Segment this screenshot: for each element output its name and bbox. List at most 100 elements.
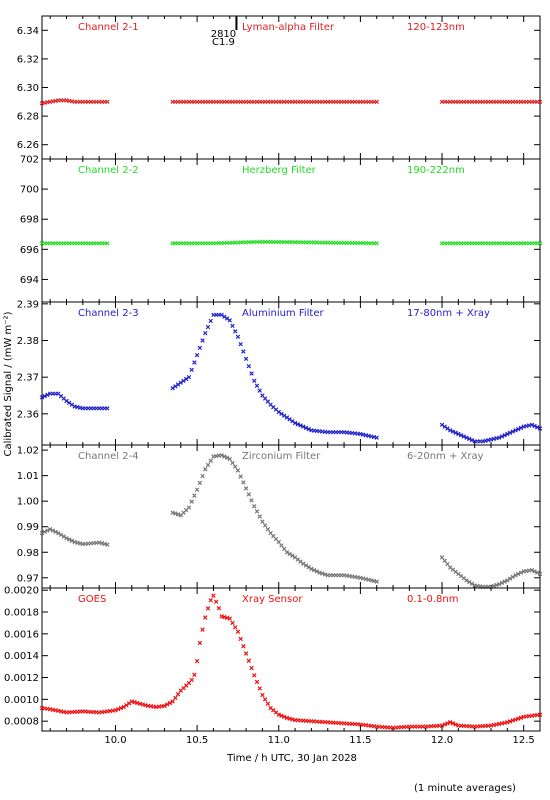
data-point [124,702,129,708]
data-point [279,543,284,548]
data-point [287,417,292,422]
data-point [516,571,521,577]
data-series [39,593,543,730]
x-axis-title: Time / h UTC, 30 Jan 2028 [226,753,357,764]
data-point [445,426,450,431]
data-point [445,721,450,726]
panel-1: 6.26 6.28 6.30 6.32 6.34 Channel 2-1 Lyman-alp… [17,15,543,160]
data-point [162,703,167,709]
data-point [105,406,110,411]
x-tick-label: 12.0 [431,735,453,746]
channel-name: GOES [78,594,106,605]
data-series [39,391,110,411]
data-point [235,468,241,473]
data-point [453,722,458,727]
data-point [442,558,447,563]
data-point [224,455,230,460]
y-tick-label: 1.02 [17,446,39,457]
data-point [189,677,194,683]
panel-frame [41,301,541,446]
data-point [200,338,205,343]
filter-name: Zirconium Filter [242,451,321,462]
data-point [50,528,56,533]
data-point [224,316,230,321]
data-point [445,561,450,567]
data-point [200,473,205,479]
data-point [186,374,192,380]
data-point [238,341,243,347]
data-point [260,519,265,524]
panel-5: 0.0008 0.0010 0.0012 0.0014 0.0016 0.0018 0.00… [4,586,543,732]
data-point [450,721,456,726]
data-point [105,99,110,105]
data-point [208,318,213,324]
data-point [192,493,197,498]
y-tick-label: 0.0012 [4,673,39,684]
data-point [167,700,173,706]
data-point [314,569,320,574]
data-point [186,505,192,510]
filter-name: Xray Sensor [242,594,303,605]
data-point [184,376,189,382]
data-point [287,551,292,557]
data-point [203,330,208,336]
data-point [42,393,47,399]
data-point [257,388,262,393]
y-tick-label: 6.32 [17,54,39,65]
data-point [246,492,252,497]
data-series [439,99,543,105]
data-point [254,509,260,514]
y-tick-label: 0.99 [17,522,39,533]
data-point [276,539,281,545]
data-point [439,723,445,728]
data-point [513,717,518,722]
y-tick-label: 696 [20,245,39,256]
data-point [513,573,518,578]
x-tick-label: 12.5 [513,735,535,746]
data-point [510,429,516,434]
data-point [306,564,311,570]
event-marker-label: 2810 [211,29,236,40]
y-tick-label: 6.28 [17,112,39,123]
data-point [113,708,118,713]
data-series [39,241,110,246]
y-tick-label: 702 [20,155,39,166]
y-tick-label: 2.37 [17,373,39,384]
data-point [518,425,524,431]
data-point [235,629,241,634]
data-point [39,530,45,536]
data-point [510,574,516,580]
data-point [194,658,200,664]
data-point [518,570,524,575]
data-point [121,704,126,710]
data-point [105,542,110,547]
wavelength-band: 0.1-0.8nm [407,594,459,605]
data-point [47,527,53,532]
data-point [205,324,211,330]
data-point [205,606,211,611]
y-tick-label: 0.98 [17,548,39,559]
data-point [532,423,537,429]
panel-frame [41,444,541,589]
data-point [276,409,281,415]
data-point [194,487,200,492]
panel-frame [41,587,541,732]
data-point [507,430,513,436]
data-point [260,692,265,698]
data-point [298,423,303,428]
data-point [235,334,241,340]
data-point [295,421,301,427]
data-point [516,716,521,721]
data-point [197,480,203,486]
panel-3: 2.36 2.37 2.38 2.39 Channel 2-3 Aluminium Fil… [17,299,543,446]
channel-name: Channel 2-4 [78,451,139,462]
data-point [203,615,208,620]
data-point [232,464,238,469]
data-point [439,422,445,428]
data-point [222,314,227,319]
data-point [281,714,287,720]
filter-name: Aluminium Filter [242,308,325,319]
y-tick-label: 0.0016 [4,629,39,640]
filter-name: Lyman-alpha Filter [242,22,335,33]
data-point [303,425,309,431]
